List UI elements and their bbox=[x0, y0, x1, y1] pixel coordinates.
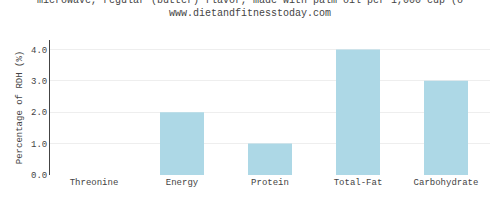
svg-text:Carbohydrate: Carbohydrate bbox=[414, 178, 479, 188]
svg-text:Protein: Protein bbox=[251, 178, 289, 188]
svg-text:microwave, regular (butter) fl: microwave, regular (butter) flavor, made… bbox=[37, 0, 463, 19]
svg-text:3.0: 3.0 bbox=[31, 77, 47, 87]
svg-text:Total-Fat: Total-Fat bbox=[334, 178, 383, 188]
svg-text:Percentage of RDH (%): Percentage of RDH (%) bbox=[15, 51, 25, 164]
svg-text:Energy: Energy bbox=[166, 178, 199, 188]
svg-text:0.0: 0.0 bbox=[31, 171, 47, 181]
svg-text:Threonine: Threonine bbox=[70, 178, 119, 188]
svg-text:2.0: 2.0 bbox=[31, 108, 47, 118]
svg-text:4.0: 4.0 bbox=[31, 46, 47, 56]
svg-text:1.0: 1.0 bbox=[31, 140, 47, 150]
